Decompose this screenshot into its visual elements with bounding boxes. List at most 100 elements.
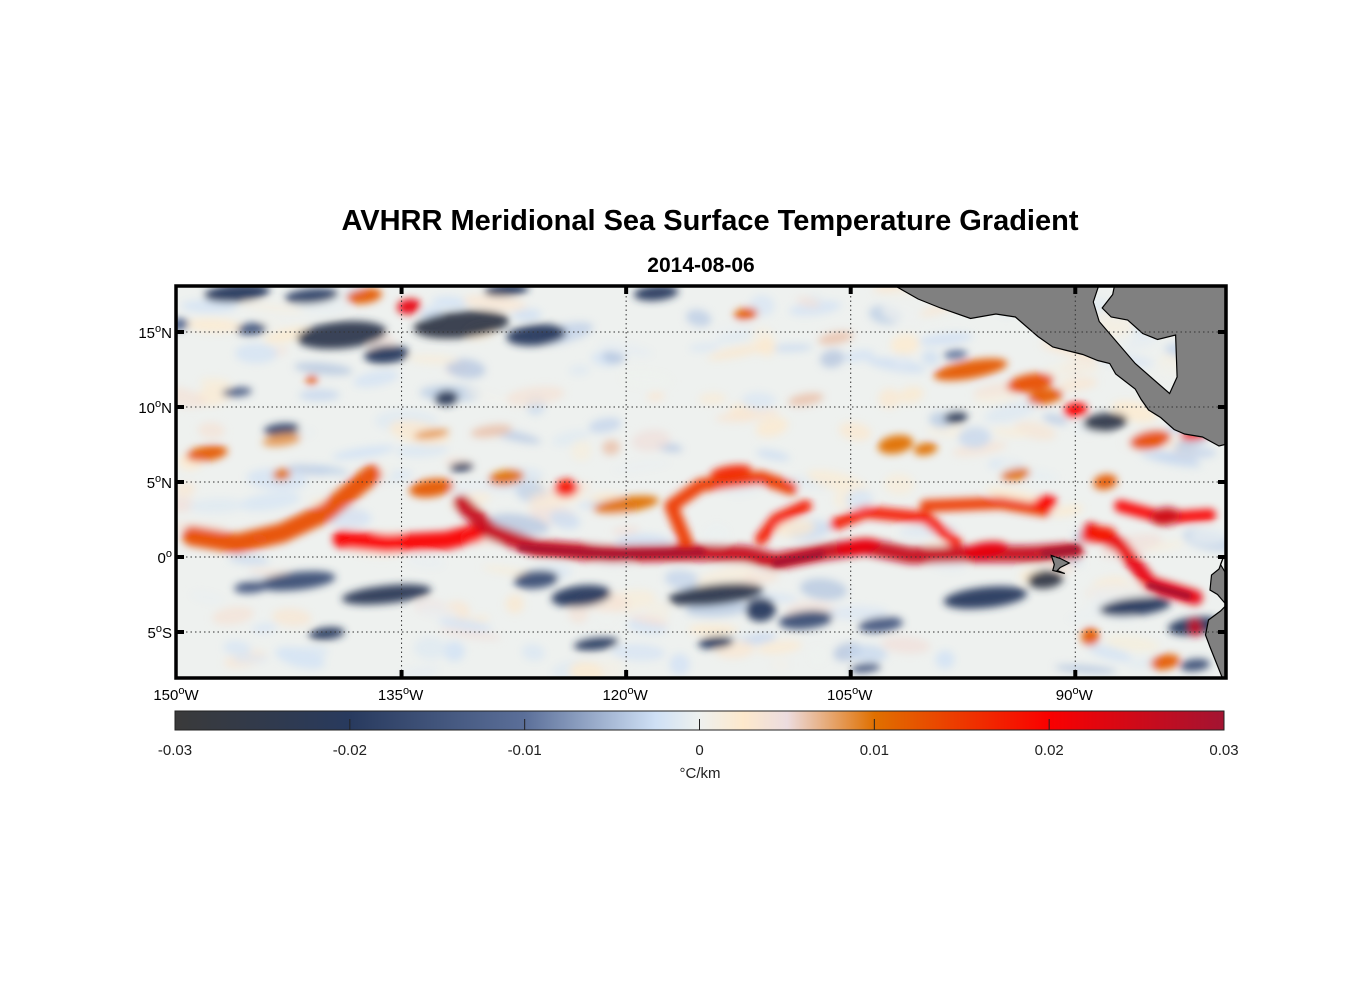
negative-gradient-blob (512, 308, 542, 321)
negative-gradient-blob (573, 637, 619, 651)
positive-gradient-blob (1150, 654, 1180, 670)
x-tick-labels: 150oW 135oW 120oW 105oW 90oW (153, 685, 1093, 704)
negative-gradient-blob (223, 640, 252, 656)
plot-area (177, 287, 1225, 677)
positive-gradient-blob (1188, 618, 1202, 637)
negative-gradient-blob (310, 465, 349, 476)
positive-gradient-blob (177, 386, 207, 409)
positive-gradient-blob (991, 427, 1029, 438)
negative-gradient-blob (231, 654, 269, 664)
negative-gradient-blob (1099, 596, 1171, 617)
positive-gradient-blob (569, 661, 604, 677)
positive-gradient-blob (505, 594, 525, 614)
negative-gradient-blob (612, 460, 671, 473)
positive-gradient-blob (212, 606, 254, 625)
negative-gradient-blob (633, 287, 679, 301)
positive-gradient-blob (806, 469, 868, 494)
positive-front-band (1146, 581, 1192, 600)
negative-gradient-blob (881, 303, 923, 325)
negative-gradient-blob (221, 387, 252, 397)
positive-gradient-blob (1033, 495, 1058, 511)
negative-gradient-blob (568, 364, 591, 376)
positive-gradient-blob (877, 435, 914, 454)
negative-gradient-blob (413, 310, 510, 339)
positive-gradient-blob (397, 298, 421, 315)
positive-gradient-blob (602, 439, 621, 456)
positive-gradient-blob (1129, 430, 1171, 450)
negative-gradient-blob (893, 351, 912, 367)
positive-gradient-blob (734, 307, 758, 321)
gradient-field-detail (517, 544, 1192, 600)
negative-gradient-blob (296, 321, 387, 349)
positive-gradient-blob (1104, 635, 1160, 652)
positive-gradient-blob (240, 301, 305, 314)
negative-gradient-blob (918, 332, 973, 346)
colorbar: -0.03 -0.02 -0.01 0 0.01 0.02 0.03 °C/km (158, 710, 1239, 782)
negative-gradient-blob (294, 362, 353, 376)
negative-gradient-blob (756, 449, 790, 461)
negative-gradient-blob (1054, 664, 1117, 675)
negative-gradient-blob (845, 488, 873, 511)
positive-gradient-blob (570, 439, 592, 462)
negative-gradient-blob (398, 665, 439, 677)
positive-gradient-blob (698, 392, 727, 405)
negative-gradient-blob (413, 637, 447, 660)
negative-gradient-blob (820, 349, 845, 368)
positive-front-band (772, 550, 825, 567)
positive-gradient-blob (526, 493, 586, 509)
negative-gradient-blob (434, 390, 459, 406)
galapagos-islands (1050, 554, 1071, 575)
positive-gradient-blob (464, 389, 510, 404)
colorbar-unit-label: °C/km (680, 765, 721, 782)
positive-front-band (664, 470, 798, 549)
negative-gradient-blob (738, 632, 777, 645)
positive-gradient-blob (646, 391, 665, 402)
positive-front-band (517, 544, 705, 558)
negative-gradient-blob (1140, 451, 1202, 468)
positive-gradient-blob (707, 343, 771, 361)
negative-gradient-blob (848, 645, 888, 663)
positive-gradient-blob (963, 541, 1008, 558)
positive-gradient-blob (710, 464, 752, 479)
positive-gradient-blob (199, 377, 231, 389)
positive-gradient-blob (913, 442, 938, 456)
negative-gradient-blob (513, 570, 559, 589)
positive-gradient-blob (631, 429, 671, 452)
positive-gradient-blob (796, 296, 821, 308)
negative-gradient-blob (233, 580, 270, 594)
colorbar-tick-labels: -0.03 -0.02 -0.01 0 0.01 0.02 0.03 (158, 742, 1239, 759)
negative-gradient-blob (1125, 334, 1159, 350)
negative-gradient-blob (611, 643, 666, 661)
negative-gradient-blob (1082, 412, 1128, 432)
negative-gradient-blob (521, 643, 545, 661)
positive-gradient-blob (1006, 373, 1055, 393)
negative-gradient-blob (858, 616, 904, 633)
negative-gradient-blob (239, 491, 301, 512)
negative-gradient-blob (308, 627, 345, 640)
positive-gradient-blob (743, 570, 780, 584)
y-tick-label: 10oN (138, 398, 172, 417)
negative-gradient-blob (808, 646, 827, 665)
positive-gradient-blob (788, 392, 824, 407)
positive-gradient-blob (838, 422, 872, 441)
negative-gradient-blob (449, 462, 474, 472)
positive-gradient-blob (973, 393, 1020, 405)
positive-gradient-blob (260, 317, 284, 329)
positive-gradient-blob (775, 520, 816, 537)
negative-gradient-blob (438, 617, 492, 632)
positive-gradient-blob (271, 608, 312, 627)
positive-front-band (919, 497, 1052, 517)
negative-gradient-blob (341, 584, 432, 605)
positive-gradient-blob (757, 337, 777, 357)
negative-gradient-blob (549, 510, 581, 530)
y-tick-label: 5oS (148, 623, 172, 642)
gridlines (177, 287, 1225, 677)
colorbar-tick-label: -0.02 (333, 742, 367, 759)
negative-gradient-blob (824, 606, 889, 620)
negative-gradient-blob (664, 570, 702, 591)
colorbar-tick-label: -0.01 (508, 742, 542, 759)
positive-gradient-blob (986, 487, 1045, 506)
positive-gradient-blob (305, 375, 318, 385)
y-tick-label: 5oN (147, 473, 172, 492)
